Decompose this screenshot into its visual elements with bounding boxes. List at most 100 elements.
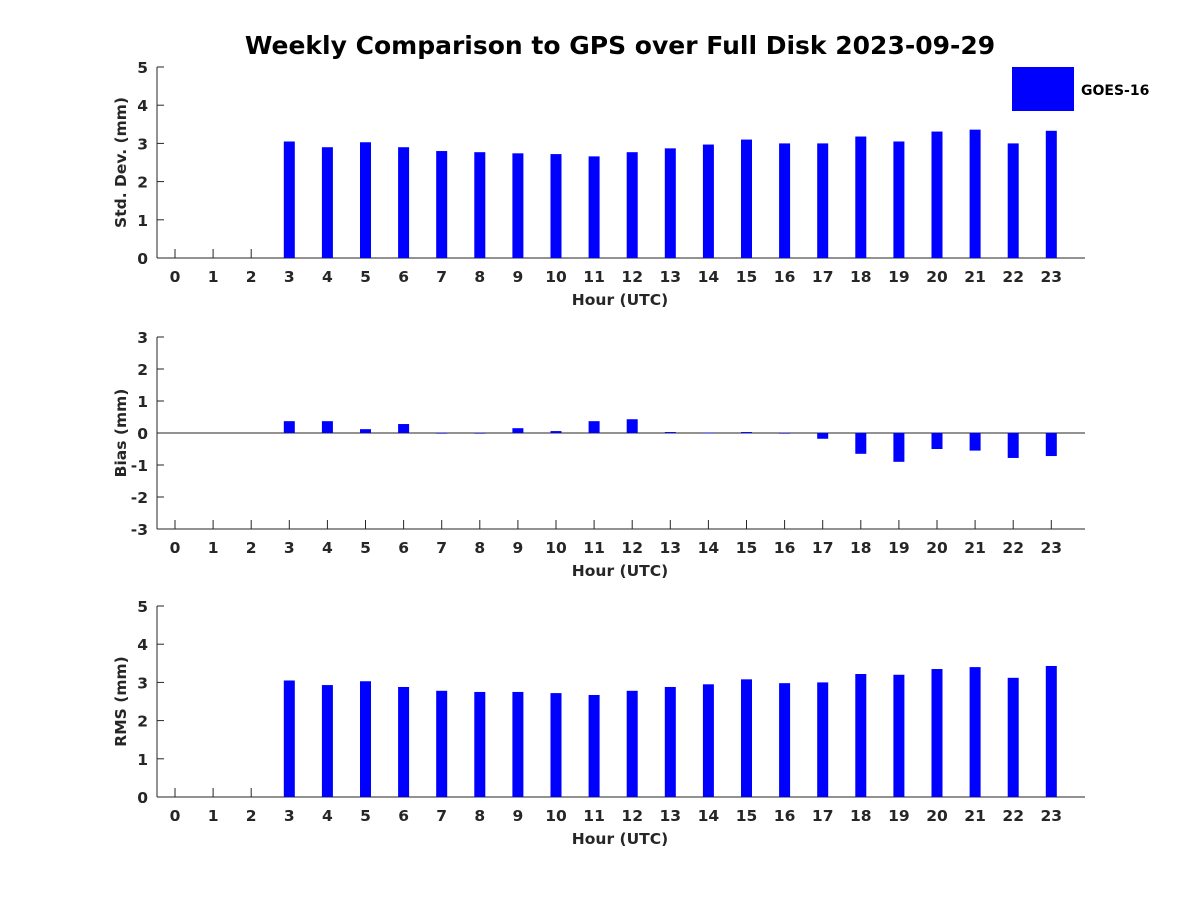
x-tick-label: 19 [888, 268, 910, 286]
x-tick-label: 9 [513, 807, 524, 825]
x-tick-label: 13 [660, 807, 682, 825]
bar-rms-hour-4 [321, 685, 333, 797]
bar-rms-hour-17 [817, 682, 829, 797]
bar-std-hour-12 [626, 152, 638, 258]
x-tick-label: 11 [583, 807, 605, 825]
x-tick-label: 0 [170, 807, 181, 825]
x-tick-label: 1 [208, 807, 219, 825]
bar-bias-hour-22 [1007, 433, 1019, 458]
x-tick-label: 19 [888, 539, 910, 557]
bar-rms-hour-21 [969, 667, 981, 797]
bar-std-hour-5 [360, 142, 371, 258]
y-tick-label: 4 [137, 636, 148, 654]
x-tick-label: 18 [850, 268, 872, 286]
y-tick-label: 0 [137, 425, 148, 443]
bar-std-hour-15 [741, 139, 752, 258]
x-tick-label: 11 [583, 539, 605, 557]
x-tick-label: 23 [1041, 268, 1063, 286]
y-tick-label: 5 [137, 59, 148, 77]
x-tick-label: 0 [170, 539, 181, 557]
x-tick-label: 0 [170, 268, 181, 286]
bar-bias-hour-12 [626, 419, 638, 433]
bar-bias-hour-9 [512, 428, 524, 433]
bar-std-hour-16 [779, 143, 791, 258]
x-tick-label: 18 [850, 539, 872, 557]
y-axis-label: Std. Dev. (mm) [112, 97, 130, 228]
x-tick-label: 1 [208, 539, 219, 557]
y-tick-label: -2 [131, 489, 148, 507]
y-tick-label: -1 [131, 457, 148, 475]
bar-bias-hour-5 [360, 429, 371, 433]
x-tick-label: 8 [474, 807, 485, 825]
bar-std-hour-20 [931, 131, 943, 258]
x-tick-label: 12 [621, 268, 643, 286]
x-tick-label: 21 [964, 268, 986, 286]
bar-std-hour-6 [398, 147, 410, 258]
legend-label: GOES-16 [1081, 83, 1149, 99]
bar-bias-hour-7 [436, 433, 448, 434]
x-tick-label: 15 [736, 539, 758, 557]
y-tick-label: 1 [137, 751, 148, 769]
bar-rms-hour-9 [512, 691, 524, 797]
bar-std-hour-19 [893, 141, 905, 258]
bar-bias-hour-23 [1045, 433, 1057, 457]
x-tick-label: 2 [246, 807, 257, 825]
x-tick-label: 3 [284, 539, 295, 557]
bar-bias-hour-4 [321, 421, 333, 433]
chart-title: Weekly Comparison to GPS over Full Disk … [245, 31, 995, 60]
x-tick-label: 9 [513, 268, 524, 286]
y-tick-label: 2 [137, 713, 148, 731]
bar-rms-hour-23 [1045, 665, 1057, 797]
x-tick-label: 14 [698, 268, 720, 286]
x-tick-label: 3 [284, 807, 295, 825]
bar-rms-hour-8 [474, 691, 486, 797]
bar-bias-hour-16 [779, 433, 791, 434]
bar-std-hour-17 [817, 143, 829, 258]
bar-rms-hour-18 [855, 673, 867, 797]
bar-rms-hour-7 [436, 690, 448, 797]
x-tick-label: 23 [1041, 539, 1063, 557]
x-tick-label: 4 [322, 539, 333, 557]
x-tick-label: 5 [360, 268, 371, 286]
y-tick-label: 0 [137, 789, 148, 807]
x-tick-label: 6 [398, 268, 409, 286]
bar-bias-hour-10 [550, 431, 562, 433]
y-axis-label: Bias (mm) [112, 389, 130, 478]
bar-std-hour-23 [1045, 130, 1057, 258]
x-tick-label: 5 [360, 539, 371, 557]
legend-swatch [1012, 67, 1074, 111]
x-tick-label: 12 [621, 807, 643, 825]
x-tick-label: 7 [436, 807, 447, 825]
x-tick-label: 23 [1041, 807, 1063, 825]
bar-std-hour-13 [664, 148, 676, 258]
bar-bias-hour-14 [702, 432, 714, 434]
x-tick-label: 11 [583, 268, 605, 286]
x-tick-label: 3 [284, 268, 295, 286]
x-axis-label: Hour (UTC) [572, 562, 668, 580]
x-tick-label: 15 [736, 807, 758, 825]
x-tick-label: 14 [698, 807, 720, 825]
y-tick-label: 3 [137, 674, 148, 692]
bar-rms-hour-10 [550, 693, 562, 797]
x-tick-label: 13 [660, 539, 682, 557]
x-tick-label: 7 [436, 539, 447, 557]
bar-bias-hour-17 [817, 433, 829, 439]
x-tick-label: 8 [474, 539, 485, 557]
bar-rms-hour-12 [626, 690, 638, 797]
bar-std-hour-18 [855, 136, 867, 258]
bar-bias-hour-6 [398, 424, 410, 433]
x-tick-label: 6 [398, 539, 409, 557]
x-tick-label: 7 [436, 268, 447, 286]
x-tick-label: 17 [812, 539, 834, 557]
x-tick-label: 10 [545, 539, 567, 557]
legend: GOES-16 [1012, 67, 1149, 111]
x-tick-label: 18 [850, 807, 872, 825]
bar-std-hour-22 [1007, 143, 1019, 258]
y-tick-label: 2 [137, 174, 148, 192]
x-tick-label: 5 [360, 807, 371, 825]
bar-std-hour-8 [474, 152, 486, 258]
